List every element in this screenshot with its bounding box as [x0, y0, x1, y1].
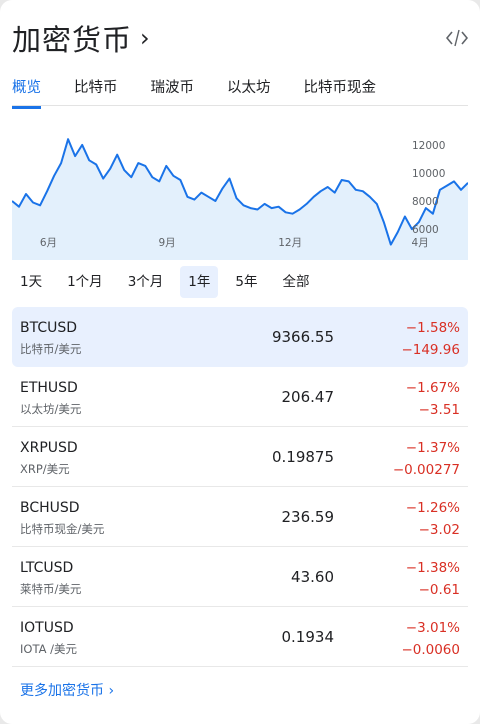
x-tick-label: 12月: [278, 237, 302, 249]
list-item[interactable]: LTCUSD 莱特币/美元 43.60 −1.38% −0.61: [12, 547, 468, 607]
pair-change-percent: −1.38%: [405, 560, 460, 576]
range-all[interactable]: 全部: [282, 274, 310, 290]
pair-price: 236.59: [281, 508, 335, 526]
code-icon[interactable]: [446, 28, 468, 48]
card-title[interactable]: 加密货币: [12, 23, 133, 57]
y-tick-label: 8000: [412, 196, 439, 208]
pair-price: 0.1934: [281, 628, 335, 646]
pair-name: 莱特币/美元: [20, 582, 82, 596]
pair-change-percent: −1.37%: [405, 440, 460, 456]
pair-change: −3.02: [418, 522, 460, 538]
list-item[interactable]: BTCUSD 比特币/美元 9366.55 −1.58% −149.96: [12, 307, 468, 367]
card-header[interactable]: 加密货币 ›: [12, 18, 150, 58]
pair-price: 0.19875: [271, 448, 334, 466]
y-tick-label: 12000: [412, 140, 445, 152]
list-item[interactable]: IOTUSD IOTA /美元 0.1934 −3.01% −0.0060: [12, 607, 468, 667]
pair-price: 43.60: [291, 568, 334, 586]
y-tick-label: 6000: [412, 224, 439, 236]
chevron-right-icon: ›: [108, 683, 115, 699]
pair-name: 以太坊/美元: [20, 402, 82, 416]
pair-change-percent: −1.26%: [405, 500, 460, 516]
more-crypto-link[interactable]: 更多加密货币 ›: [20, 680, 114, 700]
range-3m[interactable]: 3个月: [127, 274, 164, 290]
pair-symbol: BCHUSD: [20, 500, 80, 516]
pair-symbol: LTCUSD: [20, 560, 74, 576]
crypto-list: BTCUSD 比特币/美元 9366.55 −1.58% −149.96 ETH…: [12, 307, 468, 667]
tab-ethereum[interactable]: 以太坊: [227, 80, 271, 96]
pair-change: −0.61: [418, 582, 460, 598]
pair-symbol: BTCUSD: [20, 320, 78, 336]
pair-name: 比特币现金/美元: [20, 522, 105, 536]
pair-change: −3.51: [418, 402, 460, 418]
pair-change-percent: −1.58%: [405, 320, 460, 336]
pair-symbol: IOTUSD: [20, 620, 74, 636]
more-crypto-label: 更多加密货币: [20, 683, 104, 699]
chart-price-line: [12, 138, 468, 246]
pair-change-percent: −3.01%: [405, 620, 460, 636]
pair-change: −0.00277: [392, 462, 460, 478]
crypto-tabs: 概览 比特币 瑞波币 以太坊 比特币现金: [12, 76, 409, 109]
chart-area-fill: [12, 139, 468, 260]
x-tick-label: 6月: [40, 237, 57, 249]
list-item[interactable]: XRPUSD XRP/美元 0.19875 −1.37% −0.00277: [12, 427, 468, 487]
pair-symbol: ETHUSD: [20, 380, 78, 396]
list-item[interactable]: BCHUSD 比特币现金/美元 236.59 −1.26% −3.02: [12, 487, 468, 547]
chevron-right-icon[interactable]: ›: [140, 24, 150, 52]
pair-name: XRP/美元: [20, 462, 70, 476]
pair-name: 比特币/美元: [20, 342, 82, 356]
list-item[interactable]: ETHUSD 以太坊/美元 206.47 −1.67% −3.51: [12, 367, 468, 427]
tabs-divider: [12, 105, 468, 106]
range-5y[interactable]: 5年: [235, 274, 258, 290]
tab-bitcoin-cash[interactable]: 比特币现金: [303, 80, 377, 96]
tab-overview[interactable]: 概览: [12, 76, 41, 109]
pair-price: 206.47: [281, 388, 335, 406]
tab-bitcoin[interactable]: 比特币: [74, 80, 118, 96]
pair-symbol: XRPUSD: [20, 440, 78, 456]
range-1m[interactable]: 1个月: [67, 274, 103, 290]
pair-change-percent: −1.67%: [405, 380, 460, 396]
tab-ripple[interactable]: 瑞波币: [150, 80, 195, 96]
time-range-selector: 1天 1个月 3个月 1年 5年 全部: [12, 266, 326, 298]
x-tick-label: 9月: [158, 237, 175, 249]
pair-name: IOTA /美元: [20, 642, 77, 656]
pair-price: 9366.55: [271, 328, 334, 346]
pair-change: −0.0060: [401, 642, 460, 658]
range-1d[interactable]: 1天: [20, 274, 43, 290]
pair-change: −149.96: [401, 342, 460, 358]
range-1y[interactable]: 1年: [180, 266, 219, 298]
x-tick-label: 4月: [412, 237, 429, 249]
price-chart[interactable]: 12000 10000 8000 6000 6月 9月 12月 4月: [12, 122, 468, 260]
y-tick-label: 10000: [412, 168, 445, 180]
